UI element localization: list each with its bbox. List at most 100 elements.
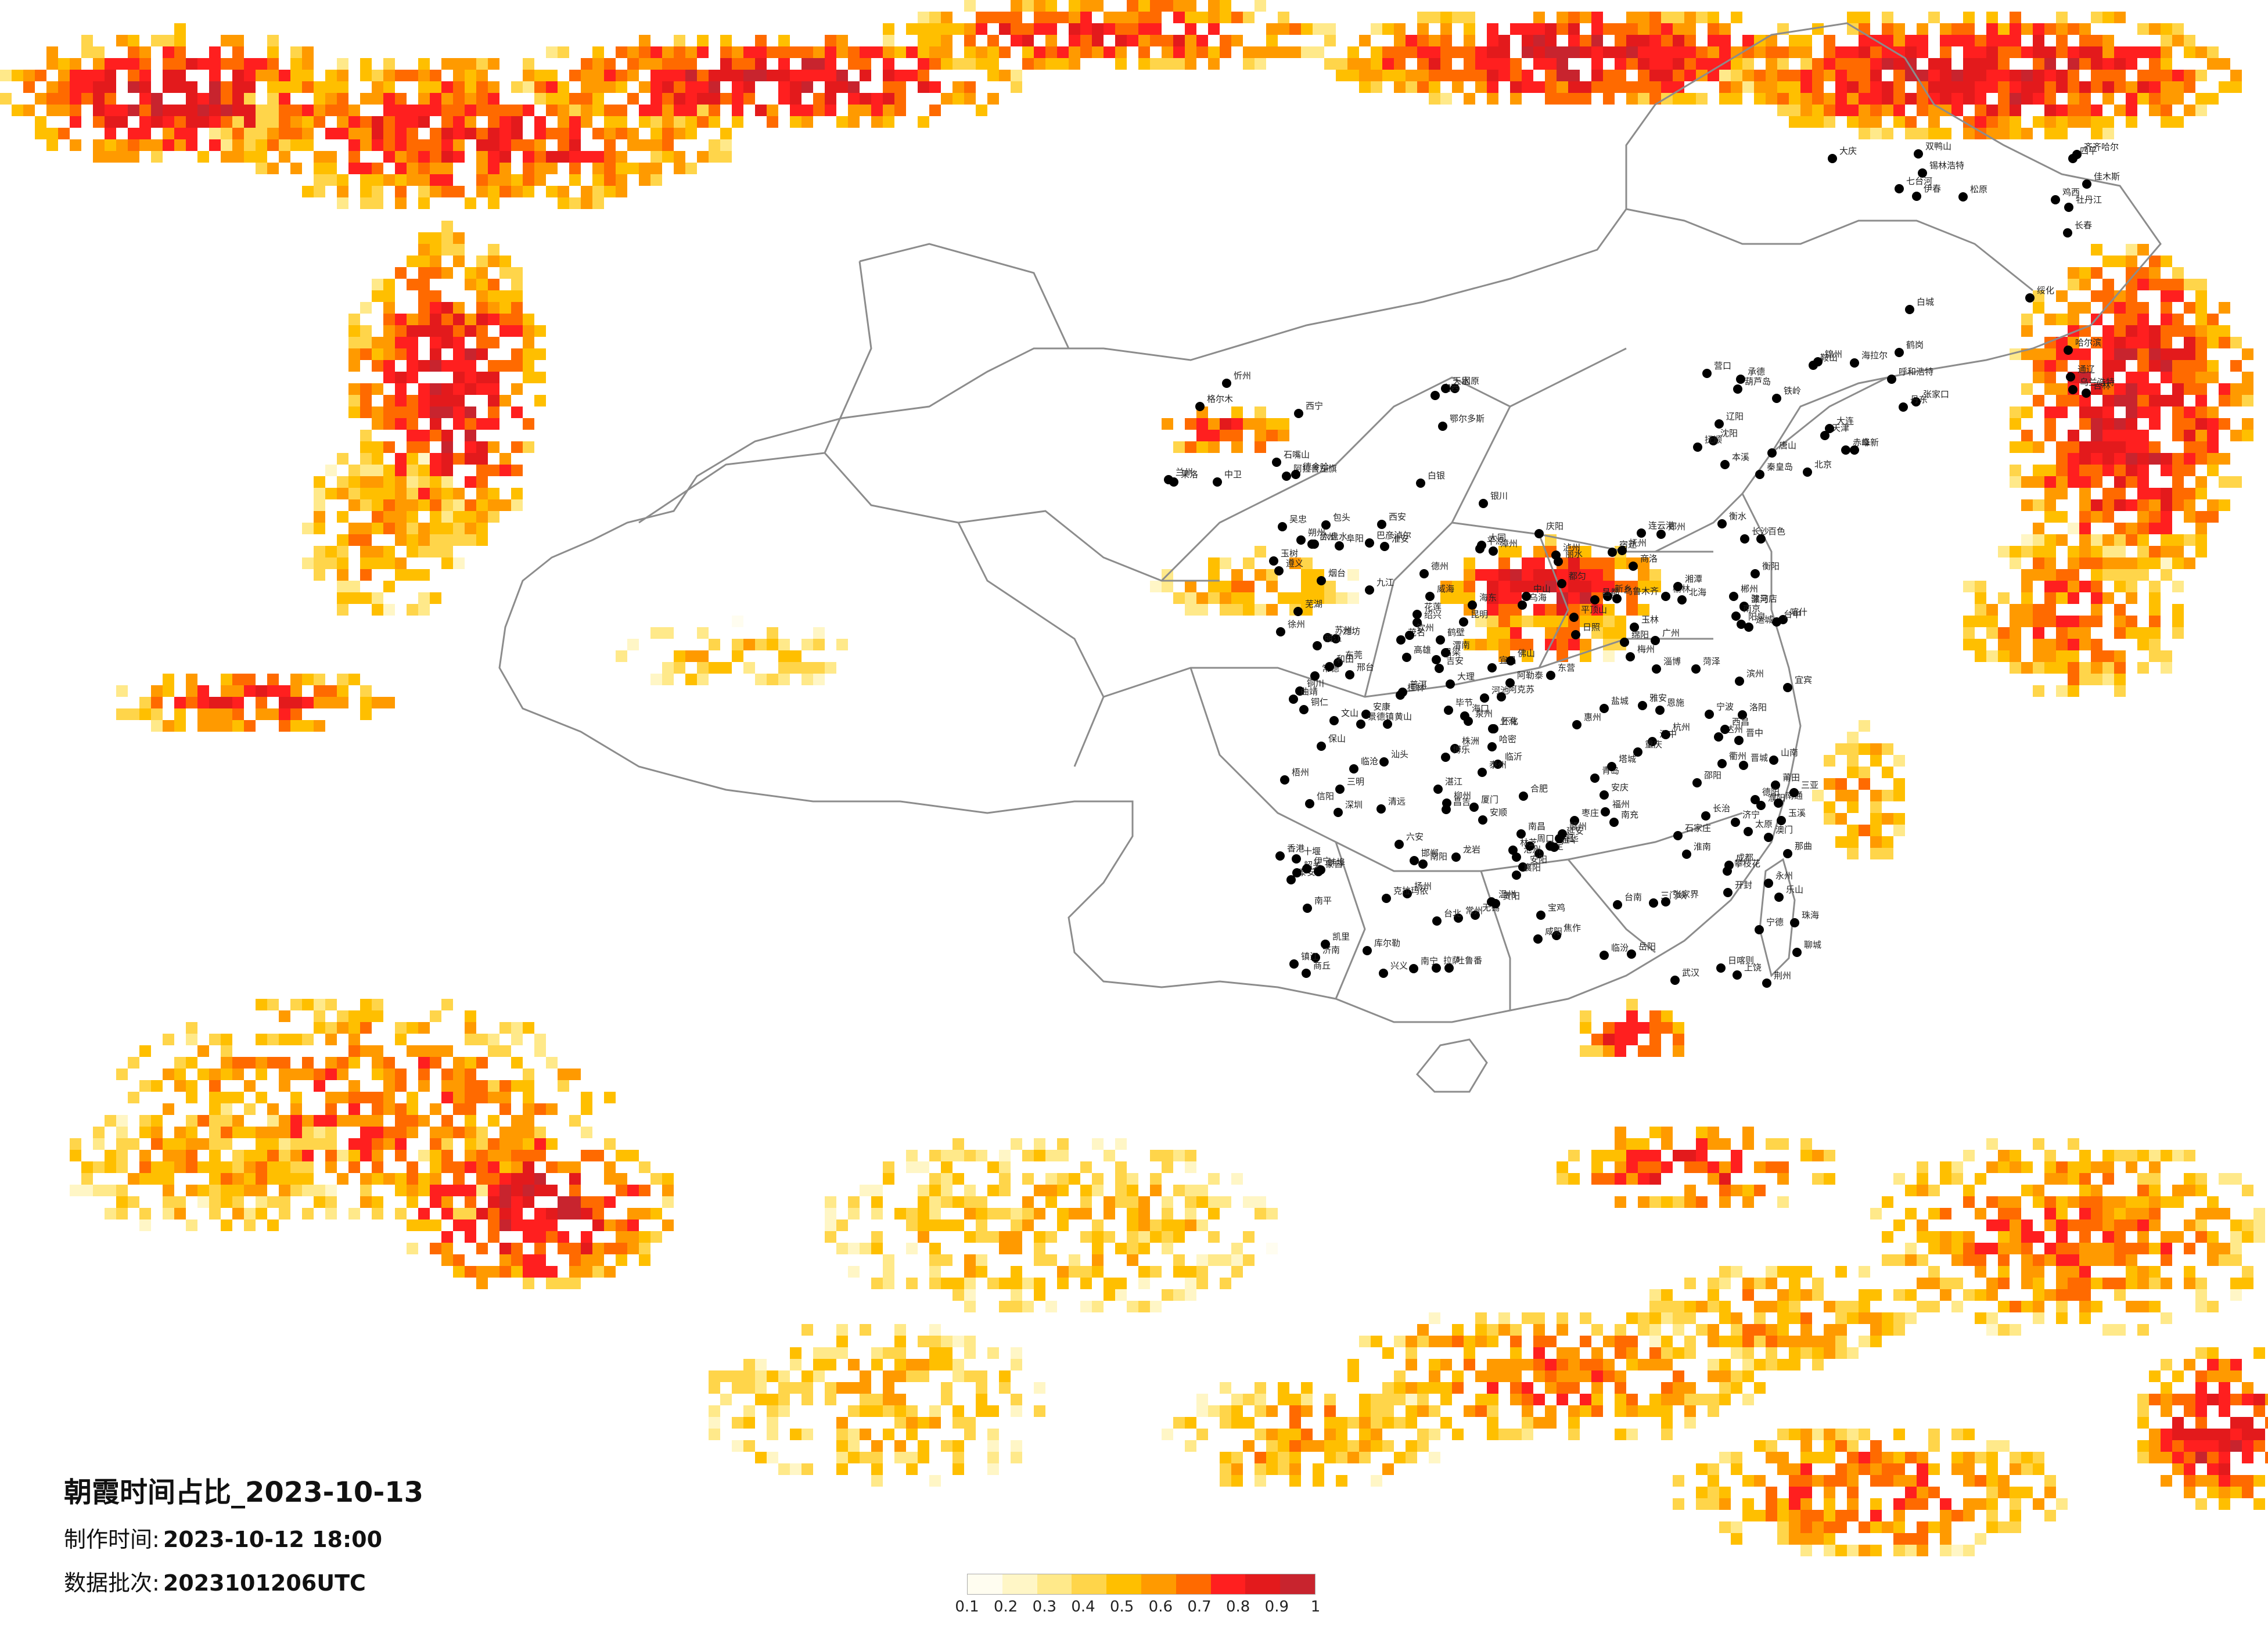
city-dot (1222, 379, 1231, 388)
city-label: 哈密 (1499, 734, 1516, 744)
city-dot (1314, 867, 1323, 876)
city-label: 焦作 (1563, 923, 1581, 933)
city-label: 辽阳 (1726, 411, 1744, 422)
city-dot (2064, 203, 2073, 212)
city-dot (1441, 753, 1450, 762)
city-dot (2068, 385, 2077, 394)
city-label: 承德 (1748, 366, 1765, 377)
city-dot (1286, 875, 1296, 884)
city-label: 驻马店 (1751, 593, 1777, 604)
city-label: 丽水 (1565, 549, 1583, 559)
city-label: 南充 (1621, 810, 1638, 820)
city-dot (1551, 551, 1561, 560)
city-label: 泉州 (1475, 708, 1493, 719)
city-dot (1450, 744, 1460, 753)
city-label: 九江 (1376, 577, 1394, 588)
city-label: 东营 (1558, 663, 1575, 673)
city-label: 西宁 (1306, 401, 1323, 411)
city-dot (1293, 607, 1303, 616)
city-label: 莆田 (1782, 772, 1800, 783)
city-label: 通辽 (2077, 364, 2095, 375)
city-dot (1317, 742, 1326, 751)
city-label: 咸阳 (1545, 926, 1562, 937)
made-time-value: 2023-10-12 18:00 (163, 1527, 383, 1552)
legend-tick: 0.8 (1225, 1598, 1250, 1616)
city-dot (1738, 710, 1747, 720)
city-label: 怀化 (1501, 716, 1518, 726)
city-label: 常州 (1465, 905, 1483, 916)
city-dot (1296, 535, 1306, 545)
city-dot (1764, 833, 1773, 842)
city-dot (1377, 520, 1386, 529)
city-label: 日喀则 (1728, 955, 1754, 966)
city-label: 海东 (1479, 592, 1497, 603)
city-label: 伊宁 (1314, 856, 1331, 866)
city-dot (1774, 893, 1784, 902)
city-dot (1633, 747, 1642, 757)
city-label: 镇江 (1301, 951, 1318, 962)
city-label: 遵义 (1286, 558, 1303, 569)
batch-value: 2023101206UTC (163, 1570, 366, 1596)
city-label: 洛阳 (1749, 702, 1767, 713)
city-label: 雅安 (1649, 693, 1667, 703)
city-dot (1489, 724, 1498, 733)
city-dot (1394, 840, 1404, 849)
city-label: 郴州 (1741, 584, 1758, 594)
city-label: 营口 (1714, 361, 1731, 371)
city-dot (1195, 402, 1205, 411)
city-label: 包头 (1333, 512, 1350, 523)
city-dot (1459, 617, 1468, 627)
city-label: 邵阳 (1704, 770, 1721, 780)
city-dot (1292, 868, 1302, 877)
city-label: 白城 (1917, 297, 1934, 307)
city-dot (1376, 804, 1386, 814)
city-dot (1744, 623, 1753, 632)
city-dot (1292, 854, 1301, 864)
city-dot (1454, 913, 1463, 923)
city-dot (1720, 460, 1730, 469)
city-label: 湘潭 (1685, 574, 1702, 584)
city-dot (2064, 346, 2073, 355)
city-label: 松原 (1970, 184, 1987, 195)
city-dot (1612, 594, 1622, 603)
city-label: 三亚 (1801, 780, 1818, 790)
city-dot (1772, 394, 1781, 403)
city-dot (1508, 846, 1518, 855)
city-dot (1321, 940, 1330, 949)
city-label: 武汉 (1682, 967, 1699, 978)
city-dot (1601, 807, 1610, 816)
city-dot (1450, 384, 1460, 393)
city-dot (1744, 827, 1753, 836)
city-label: 广州 (1662, 628, 1680, 638)
city-dot (1272, 458, 1281, 467)
city-label: 珠海 (1802, 910, 1819, 920)
city-label: 西昌 (1732, 717, 1749, 727)
city-label: 苏州 (1335, 625, 1352, 635)
city-label: 库尔勒 (1374, 938, 1400, 948)
city-dot (2082, 179, 2091, 189)
city-dot (1905, 305, 1914, 314)
city-label: 锦州 (1825, 349, 1842, 359)
city-label: 张家口 (1923, 389, 1949, 400)
city-label: 长沙 (1752, 526, 1769, 537)
city-label: 吴忠 (1289, 514, 1307, 524)
city-dot (1755, 925, 1764, 934)
city-dot (1912, 192, 1921, 201)
city-dot (1756, 801, 1766, 810)
city-dot (1525, 841, 1534, 851)
city-dot (1460, 711, 1469, 721)
legend-swatch (1210, 1574, 1246, 1594)
city-dot (1734, 736, 1744, 745)
city-label: 文山 (1341, 708, 1358, 718)
city-dot (1363, 946, 1372, 955)
city-dot (1365, 538, 1374, 548)
city-dot (1536, 911, 1545, 920)
city-label: 铁岭 (1784, 386, 1801, 396)
city-dot (1329, 716, 1339, 725)
city-label: 德令哈 (1303, 462, 1329, 472)
city-label: 南宁 (1421, 956, 1438, 966)
city-dot (1737, 620, 1746, 629)
city-label: 宜宾 (1795, 675, 1812, 685)
city-label: 塔城 (1619, 754, 1636, 764)
